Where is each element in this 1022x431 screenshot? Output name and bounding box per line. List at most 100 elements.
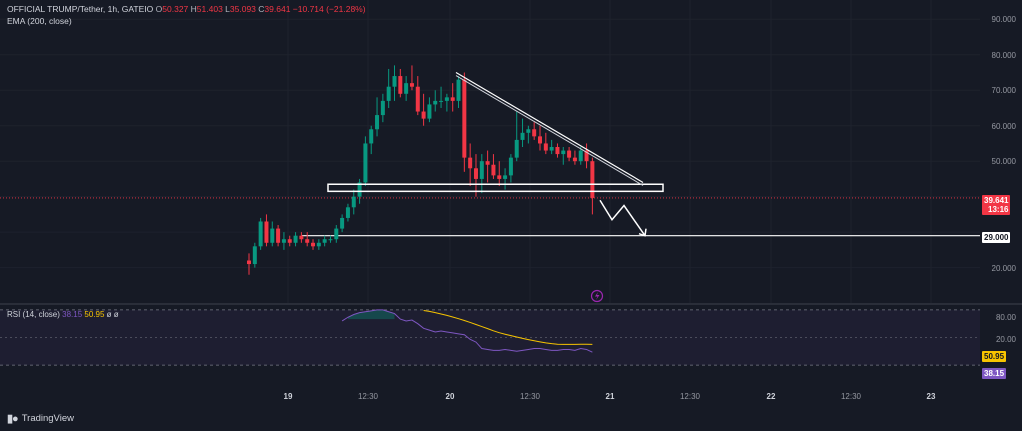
projection-arrow-head (638, 228, 647, 237)
candle-body (549, 147, 554, 151)
tradingview-logo[interactable]: ▮● TradingView (7, 412, 74, 425)
candle-body (578, 150, 583, 162)
candle-body (247, 260, 251, 265)
rsi-ma-value: 50.95 (84, 310, 105, 319)
candle-body (299, 235, 304, 240)
candle-body (508, 157, 513, 176)
candle-body (491, 164, 496, 176)
support-zone-rectangle (327, 183, 664, 193)
close-label: C (258, 4, 265, 14)
time-tick: 19 (283, 392, 293, 401)
candle-body (375, 115, 380, 130)
candle-body (456, 79, 461, 101)
candle-body (497, 175, 502, 179)
candle-body (316, 242, 321, 247)
rsi-chart-svg[interactable] (0, 305, 980, 388)
candle-body (479, 161, 484, 179)
price-tick: 70.000 (991, 86, 1016, 95)
symbol-title[interactable]: OFFICIAL TRUMP/Tether, 1h, GATEIO (7, 4, 154, 14)
candle-body (543, 143, 548, 151)
candle-body (311, 242, 316, 247)
candle-body (526, 129, 531, 133)
candle-body (252, 246, 257, 265)
candle-body (473, 168, 478, 179)
candle-body (450, 97, 455, 101)
high-label: H (190, 4, 197, 14)
candle-body (433, 100, 438, 105)
candle-body (386, 86, 391, 101)
candle-body (584, 150, 589, 162)
rsi-pane[interactable] (0, 305, 980, 388)
price-tick: 60.000 (991, 122, 1016, 131)
lightning-bolt-shape (595, 292, 600, 300)
projection-arrow-path (599, 199, 646, 237)
candle-body (305, 239, 310, 243)
candle-body (270, 228, 275, 243)
time-tick: 12:30 (519, 392, 541, 401)
candle-body (409, 83, 414, 87)
price-tick: 20.000 (991, 264, 1016, 273)
candle-body (258, 221, 263, 247)
last-price-value: 39.641 (984, 196, 1009, 205)
price-axis[interactable]: 90.000 80.000 70.000 60.000 50.000 20.00… (980, 0, 1022, 388)
level-price-badge: 29.000 (982, 232, 1011, 243)
candle-body (351, 196, 356, 208)
time-tick: 21 (605, 392, 615, 401)
series-legend[interactable]: OFFICIAL TRUMP/Tether, 1h, GATEIO O50.32… (7, 3, 366, 15)
time-tick: 12:30 (840, 392, 862, 401)
candle-body (532, 129, 537, 137)
ema-indicator-legend[interactable]: EMA (200, close) (7, 16, 72, 26)
tradingview-logo-icon: ▮● (7, 413, 19, 425)
rsi-extra: ø ø (106, 310, 119, 319)
candle-body (276, 228, 281, 243)
time-tick: 12:30 (679, 392, 701, 401)
candle-body (572, 157, 577, 162)
rsi-tick: 80.00 (995, 313, 1016, 322)
candle-body (520, 132, 525, 140)
price-pane[interactable] (0, 0, 980, 303)
rsi-value-badge: 38.15 (982, 368, 1007, 379)
rsi-overbought-fill (347, 309, 395, 320)
low-value: 35.093 (229, 4, 256, 14)
change-value: −10.714 (−21.28%) (292, 4, 366, 14)
candle-body (485, 161, 490, 165)
pane-separator[interactable] (0, 303, 1022, 305)
time-tick: 23 (926, 392, 936, 401)
price-chart-svg[interactable] (0, 0, 980, 303)
rsi-ma-badge: 50.95 (982, 351, 1007, 362)
candle-body (514, 139, 519, 158)
candle-body (345, 207, 350, 218)
last-price-badge: 39.641 13:16 (982, 195, 1011, 215)
candle-body (421, 111, 426, 119)
time-axis[interactable]: 19 12:30 20 12:30 21 12:30 22 12:30 23 (0, 392, 980, 406)
low-label: L (225, 4, 230, 14)
candle-body (398, 76, 403, 94)
candle-body (369, 129, 374, 144)
candle-body (462, 79, 467, 158)
price-tick: 80.000 (991, 51, 1016, 60)
brand-name: TradingView (21, 413, 74, 424)
candle-body (439, 100, 444, 102)
candle-body (293, 235, 298, 243)
lightning-bolt-icon (590, 289, 604, 303)
trendline-upper (455, 71, 644, 183)
rsi-ma-line (423, 309, 593, 345)
candle-body (357, 182, 362, 197)
candle-body (392, 76, 397, 87)
time-tick: 22 (766, 392, 776, 401)
candle-body (555, 147, 560, 155)
trendline-lower (455, 75, 644, 186)
candle-body (322, 239, 327, 243)
open-label: O (155, 4, 163, 14)
price-tick: 90.000 (991, 15, 1016, 24)
close-value: 39.641 (264, 4, 291, 14)
candle-body (590, 161, 595, 198)
rsi-indicator-legend[interactable]: RSI (14, close) 38.15 50.95 ø ø (7, 310, 119, 319)
candle-body (363, 143, 368, 183)
rsi-value: 38.15 (62, 310, 83, 319)
price-tick: 50.000 (991, 157, 1016, 166)
candle-body (281, 239, 286, 243)
countdown-value: 13:16 (988, 205, 1009, 214)
candle-body (287, 239, 292, 243)
candle-body (427, 104, 432, 119)
